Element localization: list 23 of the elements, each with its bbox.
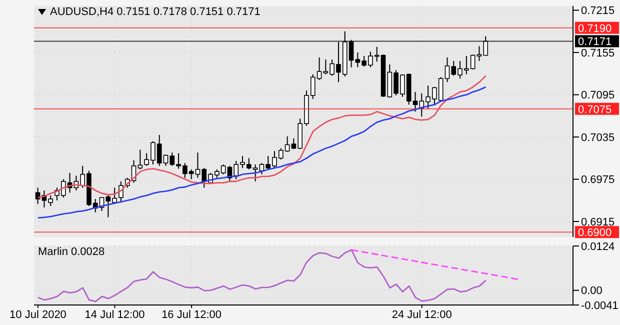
y-tick-label: 0.6915: [581, 216, 615, 228]
candlestick: [138, 149, 143, 170]
y-tick-label: 0.7215: [581, 5, 615, 18]
y-tick-label: 0.00: [581, 285, 602, 298]
ref-line-label: 0.7171: [578, 36, 612, 48]
y-tick-label: 0.7035: [581, 132, 615, 144]
x-tick-label: 16 Jul 12:00: [162, 308, 222, 321]
y-tick-label: 0.0124: [581, 240, 615, 253]
y-tick-label: 0.7095: [581, 90, 615, 102]
x-tick-label: 10 Jul 2020: [10, 308, 66, 321]
ref-line-label: 0.7075: [578, 104, 612, 116]
y-tick-label: 0.7155: [581, 47, 615, 60]
chart-title: AUDUSD,H4 0.7151 0.7178 0.7151 0.7171: [50, 6, 260, 18]
ref-line-label: 0.7190: [578, 22, 612, 35]
chart-title: Marlin 0.0028: [38, 246, 105, 258]
line-series: [37, 249, 487, 302]
y-tick-label: -0.0041: [581, 300, 618, 312]
ref-line-label: 0.6900: [578, 227, 612, 240]
x-tick-label: 14 Jul 12:00: [84, 308, 145, 321]
candlestick: [35, 187, 40, 204]
line-series: [37, 86, 487, 219]
y-tick-label: 0.6975: [581, 174, 615, 186]
x-tick-label: 24 Jul 12:00: [392, 308, 452, 321]
